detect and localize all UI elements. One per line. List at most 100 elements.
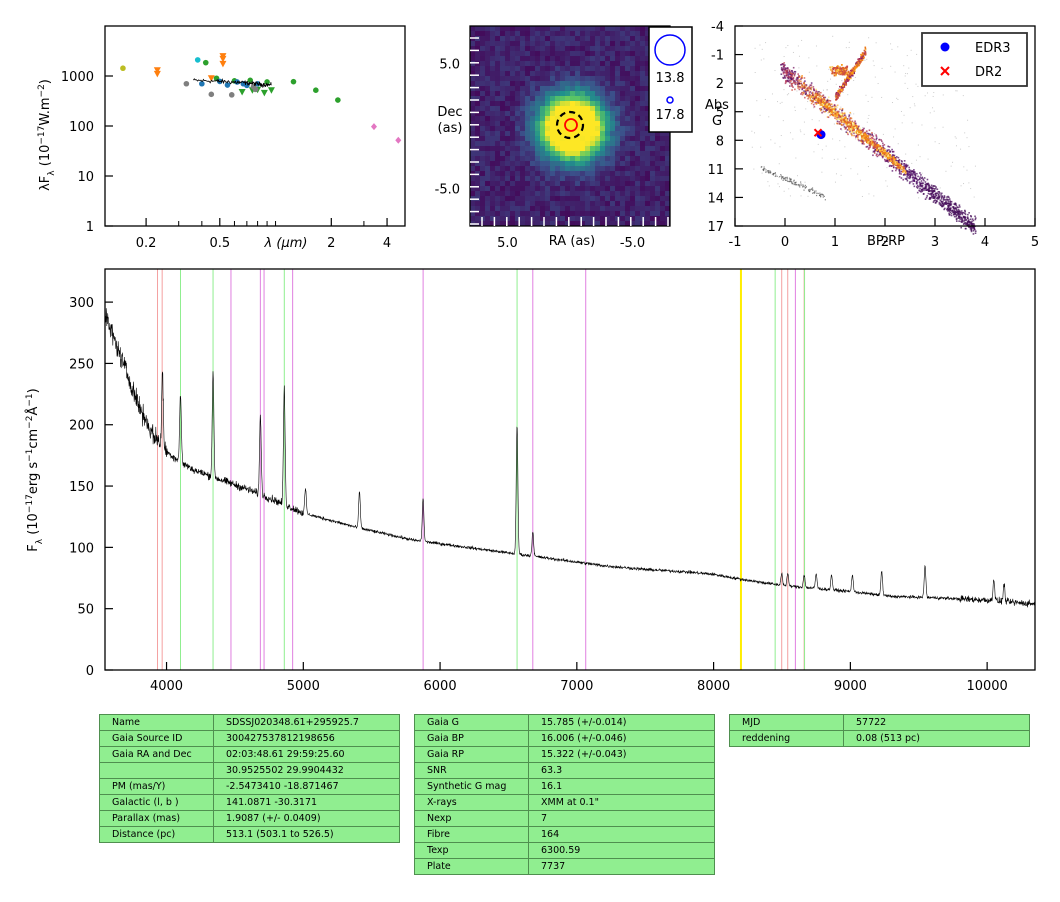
image-pixel — [620, 131, 626, 137]
hr-density-point — [802, 91, 804, 94]
image-pixel — [640, 86, 646, 92]
image-pixel — [480, 61, 486, 67]
hr-density-point — [809, 99, 812, 102]
hr-density-point — [928, 193, 931, 195]
image-pixel — [645, 106, 651, 112]
hr-density-point — [951, 210, 953, 212]
hr-density-point — [966, 221, 969, 224]
image-pixel — [640, 206, 646, 212]
image-pixel — [570, 121, 576, 127]
hr-density-point — [788, 76, 790, 78]
image-pixel — [545, 151, 551, 157]
image-pixel — [550, 111, 556, 117]
image-pixel — [535, 166, 541, 172]
hr-density-point — [820, 107, 823, 110]
image-pixel — [540, 186, 546, 192]
image-pixel — [585, 176, 591, 182]
image-pixel — [570, 141, 576, 147]
image-pixel — [530, 221, 536, 227]
image-pixel — [510, 86, 516, 92]
image-pixel — [605, 196, 611, 202]
hr-density-point — [948, 207, 951, 210]
image-pixel — [495, 201, 501, 207]
image-pixel — [525, 191, 531, 197]
image-pixel — [505, 221, 511, 227]
image-pixel — [530, 66, 536, 72]
image-pixel — [470, 186, 476, 192]
image-pixel — [480, 136, 486, 142]
image-pixel — [540, 26, 546, 32]
image-pixel — [585, 116, 591, 122]
image-pixel — [590, 206, 596, 212]
hr-density-point — [865, 134, 868, 137]
hr-density-point — [855, 135, 857, 137]
image-pixel — [615, 91, 621, 97]
image-pixel — [535, 141, 541, 147]
image-pixel — [560, 221, 566, 227]
image-pixel — [655, 156, 661, 162]
hr-density-point — [782, 179, 784, 181]
hr-density-point — [794, 83, 797, 86]
image-pixel — [535, 176, 541, 182]
hr-density-point — [881, 152, 883, 155]
image-pixel — [480, 56, 486, 62]
image-pixel — [480, 86, 486, 92]
image-pixel — [595, 131, 601, 137]
hr-density-point — [877, 83, 879, 85]
hr-density-point — [934, 141, 936, 143]
hr-density-point — [925, 183, 927, 186]
hr-density-point — [888, 149, 890, 151]
image-pixel — [565, 216, 571, 222]
image-pixel — [475, 101, 481, 107]
image-pixel — [535, 131, 541, 137]
hr-density-point — [908, 67, 910, 69]
image-pixel — [630, 126, 636, 132]
hr-density-point — [780, 174, 782, 176]
image-pixel — [570, 206, 576, 212]
hr-density-point — [847, 94, 849, 96]
image-pixel — [625, 211, 631, 217]
hr-density-point — [813, 96, 815, 98]
hr-density-point — [897, 166, 900, 169]
image-pixel — [645, 96, 651, 102]
image-pixel — [495, 51, 501, 57]
hr-density-point — [774, 70, 776, 72]
image-pixel — [565, 201, 571, 207]
image-pixel — [630, 71, 636, 77]
hr-density-point — [891, 170, 894, 172]
image-pixel — [615, 161, 621, 167]
hr-density-point — [963, 220, 965, 222]
image-pixel — [550, 76, 556, 82]
legend-big-mag: 13.8 — [656, 71, 685, 86]
hr-density-point — [827, 107, 830, 110]
hr-density-point — [798, 67, 800, 69]
hr-density-point — [754, 72, 756, 74]
hr-density-point — [849, 122, 852, 125]
hr-xtick-label: 3 — [931, 235, 939, 250]
image-pixel — [615, 36, 621, 42]
image-pixel — [495, 116, 501, 122]
hr-density-point — [916, 191, 919, 194]
image-pixel — [490, 191, 496, 197]
image-pixel — [485, 101, 491, 107]
hr-density-point — [856, 61, 859, 63]
sed-photometry-point — [202, 59, 209, 66]
image-pixel — [540, 206, 546, 212]
hr-density-point — [883, 148, 886, 151]
image-pixel — [625, 111, 631, 117]
hr-density-point — [905, 165, 907, 168]
image-pixel — [540, 131, 546, 137]
hr-density-point — [768, 185, 770, 187]
hr-density-point — [892, 157, 895, 160]
legend-edr3-label: EDR3 — [975, 41, 1011, 56]
hr-density-point — [914, 175, 917, 177]
image-pixel — [555, 221, 561, 227]
image-pixel — [470, 76, 476, 82]
image-pixel — [505, 196, 511, 202]
image-pixel — [665, 206, 671, 212]
hr-density-point — [815, 103, 818, 105]
hr-density-point — [840, 70, 842, 73]
image-pixel — [520, 216, 526, 222]
image-pixel — [515, 71, 521, 77]
